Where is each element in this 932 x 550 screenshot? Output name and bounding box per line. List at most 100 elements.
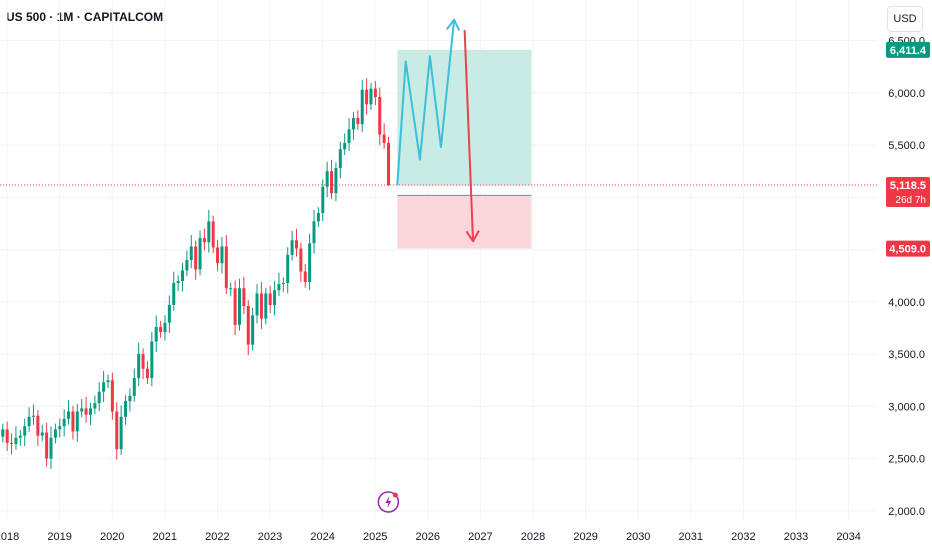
candle-body [237,288,241,325]
candle-body [207,221,211,243]
event-markers[interactable] [377,491,400,513]
x-tick-label: 2021 [153,531,177,543]
candle-body [351,117,355,130]
candle-body [308,243,312,282]
candle-body [58,426,62,430]
lightning-icon[interactable] [377,491,400,513]
stop-price-tag-bg [886,240,930,257]
candle-body [80,408,84,412]
projection-down-path [463,30,475,242]
candle-body [102,382,106,392]
candle-body [128,395,132,402]
last-price-tag-bg [886,176,930,207]
candle-body [373,88,377,98]
candle-body [18,435,22,438]
target-zone [397,49,532,186]
candle-body [325,171,329,187]
candle-body [176,280,180,284]
x-tick-label: 2033 [784,531,808,543]
candle-body [220,246,224,264]
candle-body [360,89,364,125]
candle-body [145,368,149,379]
y-tick-label: 2,500.0 [888,454,925,466]
x-tick-label: 2019 [47,531,71,543]
candle-body [202,238,206,243]
lightning-icon-dot [392,492,398,498]
candle-body [45,432,49,459]
symbol-title[interactable]: US 500 · 1M · CAPITALCOM [6,10,164,24]
x-tick-label: 2025 [363,531,387,543]
x-tick-label: 2034 [836,531,860,543]
candle-body [255,293,259,316]
candle-body [382,134,386,143]
countdown-label: 26d 7h [895,195,926,206]
candle-body [159,326,163,333]
price-labels: 6,411.4 5,118.5 26d 7h 4,509.0 [886,41,930,257]
x-tick-label: 2023 [258,531,282,543]
candle-body [273,290,277,305]
candle-body [150,341,154,379]
x-tick-label: 2028 [521,531,545,543]
x-tick-label: 2029 [573,531,597,543]
grid-layer [0,0,878,520]
lightning-icon-bolt [385,496,392,508]
candle-body [251,315,255,345]
candle-body [343,142,347,150]
candle-body [290,240,294,255]
candle-body [110,380,114,412]
candle-body [299,248,303,272]
stop-price-tag: 4,509.0 [889,244,926,256]
candle-body [154,326,158,342]
y-tick-label: 5,500.0 [888,140,925,152]
candle-body [53,429,57,438]
candle-body [268,293,272,305]
candle-body [281,283,285,285]
candle-body [163,322,167,333]
candle-body [75,411,79,432]
candle-body [88,408,92,415]
candle-body [10,442,14,444]
candle-body [185,260,189,271]
candle-body [338,149,342,169]
y-tick-label: 6,000.0 [888,88,925,100]
candle-body [194,246,198,270]
candles-layer [1,78,391,469]
candle-body [115,411,119,450]
time-axis[interactable]: 2018 2019 2020 2021 2022 2023 2024 2025 2026 2027… [0,531,861,543]
candle-body [62,418,66,427]
price-axis[interactable]: 1,500.02,000.02,500.03,000.03,500.04,000… [888,36,925,550]
candle-body [84,408,88,415]
candle-body [312,221,316,244]
candle-body [189,246,193,261]
candle-body [36,415,40,436]
y-tick-label: 4,000.0 [888,297,925,309]
candle-body [14,437,18,444]
x-tick-label: 2030 [626,531,650,543]
candle-body [242,288,246,307]
x-tick-label: 2031 [679,531,703,543]
target-price-tag: 6,411.4 [890,45,927,57]
candle-body [387,142,391,185]
x-tick-label: 2024 [310,531,334,543]
y-tick-label: 3,000.0 [888,401,925,413]
projection-layer [396,18,480,243]
candle-body [31,415,35,417]
candle-body [71,411,75,432]
candle-body [378,97,382,135]
candle-body [330,171,334,194]
projection-up-path-arrowhead [446,18,461,31]
target-price-tag-bg [886,41,930,58]
currency-button[interactable]: USD [887,6,923,32]
candle-body [216,247,220,264]
candle-body [233,288,237,325]
candle-body [264,293,268,319]
candle-body [303,271,307,282]
candle-body [93,403,97,409]
x-tick-label: 2022 [205,531,229,543]
candle-body [211,221,215,248]
candle-body [246,306,250,345]
x-tick-label: 2018 [0,531,19,543]
candle-body [181,270,185,281]
